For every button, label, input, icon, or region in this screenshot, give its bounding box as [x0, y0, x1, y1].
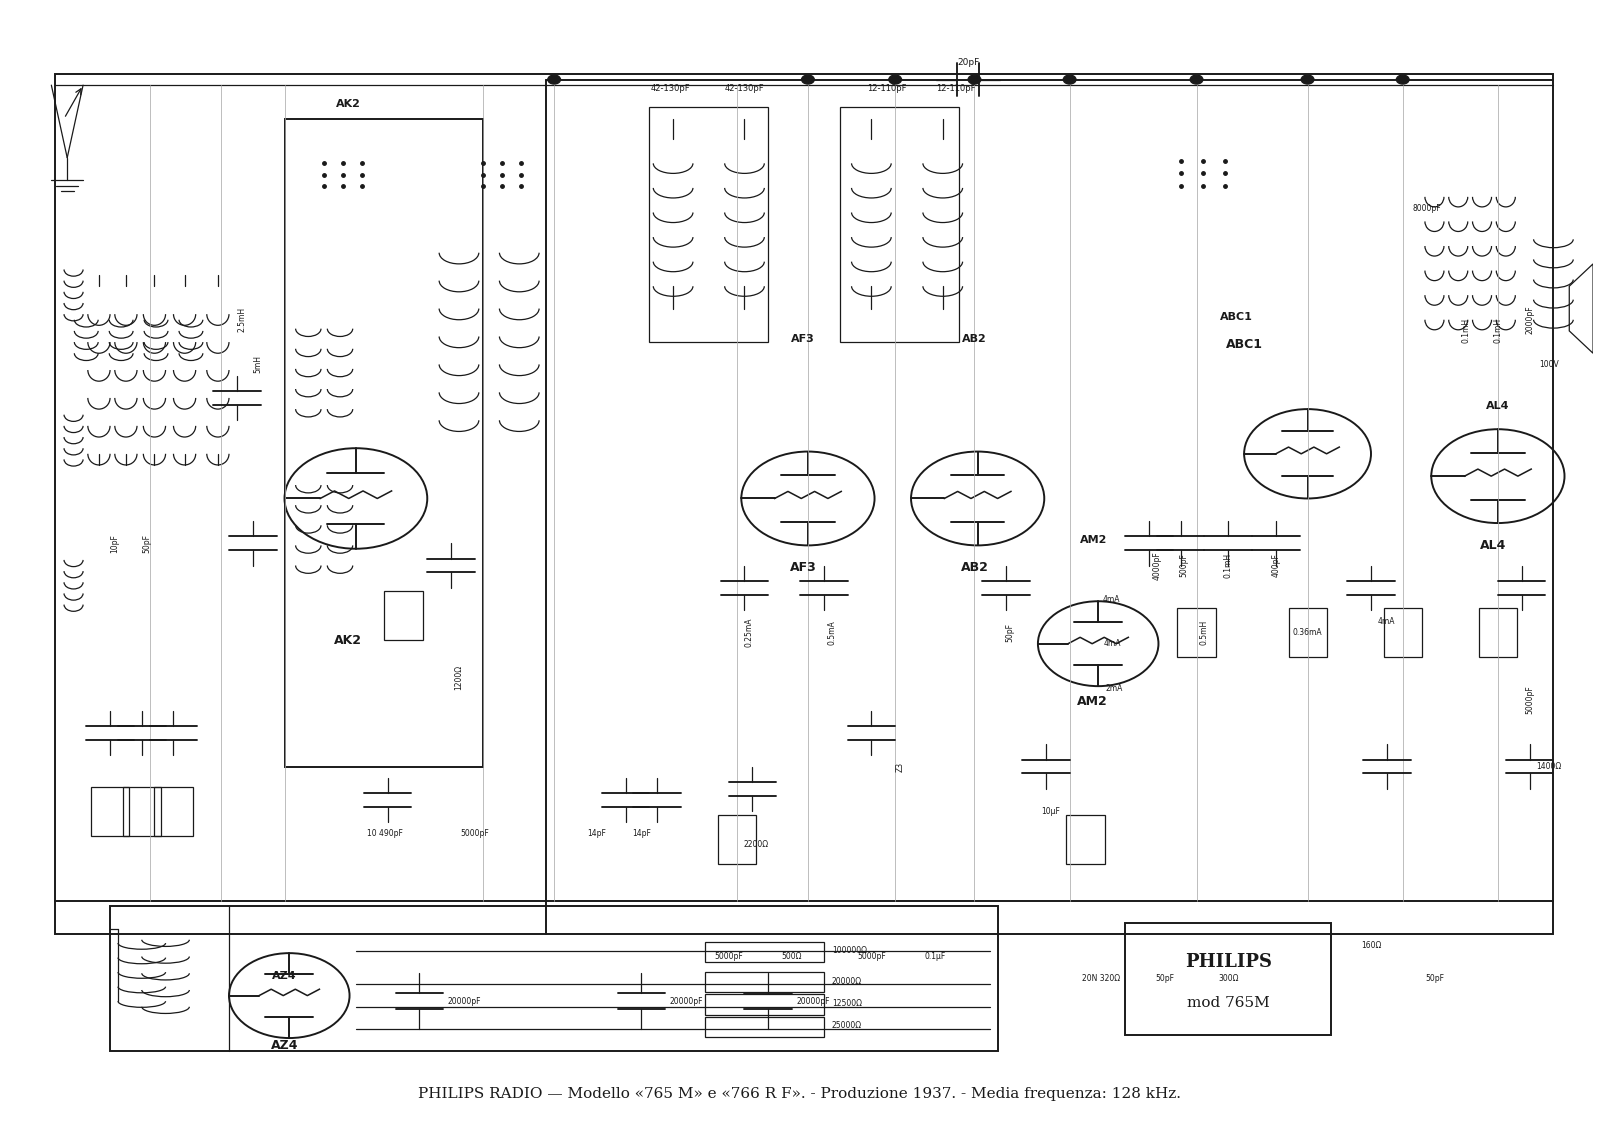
Text: 20000Ω: 20000Ω [832, 976, 862, 985]
Text: 20000pF: 20000pF [670, 996, 704, 1005]
Text: 300Ω: 300Ω [1218, 974, 1238, 983]
Bar [91, 787, 130, 836]
Text: PHILIPS: PHILIPS [1184, 953, 1272, 972]
Text: 5mH: 5mH [253, 355, 262, 373]
Text: 42-130pF: 42-130pF [650, 84, 690, 93]
Text: 20000pF: 20000pF [797, 996, 830, 1005]
Text: 8000pF: 8000pF [1413, 204, 1442, 213]
Text: 2mA: 2mA [1106, 684, 1123, 693]
Text: 0.5mH: 0.5mH [1200, 620, 1210, 645]
Bar [717, 814, 755, 864]
Text: 4mA: 4mA [1104, 639, 1122, 648]
Text: 400pF: 400pF [1272, 553, 1280, 578]
Text: AB2: AB2 [962, 334, 987, 344]
Bar [384, 592, 422, 640]
Text: AM2: AM2 [1080, 535, 1107, 545]
Text: AL4: AL4 [1486, 402, 1510, 411]
Bar [840, 107, 958, 342]
Text: 20pF: 20pF [957, 58, 979, 67]
Bar [123, 787, 160, 836]
Bar [1178, 608, 1216, 657]
Text: 2.5mH: 2.5mH [237, 308, 246, 333]
Circle shape [1397, 75, 1410, 84]
Text: ABC1: ABC1 [1219, 312, 1253, 321]
Text: 10 490pF: 10 490pF [366, 829, 402, 838]
Bar [1288, 608, 1326, 657]
Text: 20N 320Ω: 20N 320Ω [1082, 974, 1120, 983]
Text: 1400Ω: 1400Ω [1536, 762, 1562, 771]
Bar [155, 787, 192, 836]
Bar [1384, 608, 1422, 657]
Text: 12500Ω: 12500Ω [832, 999, 862, 1008]
Text: 0.36mA: 0.36mA [1293, 628, 1322, 637]
Text: 25000Ω: 25000Ω [832, 1021, 862, 1030]
Text: AF3: AF3 [792, 334, 814, 344]
Text: 50pF: 50pF [1155, 974, 1174, 983]
Bar [1125, 923, 1331, 1035]
Bar [110, 906, 998, 1052]
Text: 12-110pF: 12-110pF [936, 84, 974, 93]
Text: 0.1mH: 0.1mH [1493, 318, 1502, 344]
Text: 4mA: 4mA [1378, 616, 1395, 625]
Text: Z3: Z3 [896, 761, 904, 771]
Bar [285, 119, 483, 767]
Text: 42-130pF: 42-130pF [725, 84, 765, 93]
Text: 0.1mH: 0.1mH [1224, 553, 1232, 578]
Text: 500Ω: 500Ω [782, 952, 802, 961]
Bar [706, 1017, 824, 1037]
Bar [1067, 814, 1104, 864]
Bar [650, 107, 768, 342]
Bar [706, 994, 824, 1015]
Text: 5000pF: 5000pF [714, 952, 742, 961]
Text: 20000pF: 20000pF [448, 996, 482, 1005]
Text: AK2: AK2 [334, 633, 362, 647]
Text: 4000pF: 4000pF [1152, 551, 1162, 580]
Text: 50pF: 50pF [1005, 623, 1014, 642]
Text: 4mA: 4mA [1102, 595, 1120, 604]
Circle shape [547, 75, 560, 84]
Text: AZ4: AZ4 [270, 1039, 298, 1052]
Bar [54, 74, 1554, 934]
Text: 14pF: 14pF [587, 829, 606, 838]
Text: 100000Ω: 100000Ω [832, 947, 867, 956]
Text: 160Ω: 160Ω [1362, 941, 1381, 950]
Text: 5000pF: 5000pF [858, 952, 886, 961]
Text: AL4: AL4 [1480, 538, 1506, 552]
Text: 100V: 100V [1539, 360, 1558, 369]
Circle shape [1190, 75, 1203, 84]
Text: 0.5mA: 0.5mA [827, 620, 837, 645]
Text: 0.1μF: 0.1μF [925, 952, 946, 961]
Circle shape [968, 75, 981, 84]
Text: AM2: AM2 [1077, 696, 1107, 708]
Text: 2000pF: 2000pF [1525, 305, 1534, 334]
Text: AF3: AF3 [790, 561, 816, 575]
Text: 500pF: 500pF [1179, 553, 1189, 578]
Circle shape [1064, 75, 1075, 84]
Text: 10μF: 10μF [1042, 806, 1061, 815]
Text: mod 765M: mod 765M [1187, 996, 1270, 1010]
Text: 0.1mH: 0.1mH [1462, 318, 1470, 344]
Text: 0.25mA: 0.25mA [744, 618, 754, 647]
Text: AB2: AB2 [960, 561, 989, 575]
Text: 14pF: 14pF [632, 829, 651, 838]
Text: AK2: AK2 [336, 100, 360, 110]
Text: PHILIPS RADIO — Modello «765 M» e «766 R F». - Produzione 1937. - Media frequenz: PHILIPS RADIO — Modello «765 M» e «766 R… [419, 1087, 1181, 1100]
Text: 5000pF: 5000pF [461, 829, 490, 838]
Circle shape [1301, 75, 1314, 84]
Text: 50pF: 50pF [1426, 974, 1443, 983]
Text: 1200Ω: 1200Ω [454, 665, 464, 690]
Text: AZ4: AZ4 [272, 970, 298, 981]
Bar [706, 942, 824, 962]
Text: 12-110pF: 12-110pF [867, 84, 907, 93]
Bar [1478, 608, 1517, 657]
Bar [706, 973, 824, 992]
Text: 2200Ω: 2200Ω [742, 840, 768, 849]
Text: 5000pF: 5000pF [1525, 685, 1534, 714]
Text: ABC1: ABC1 [1226, 338, 1262, 351]
Circle shape [890, 75, 901, 84]
Text: 10pF: 10pF [110, 534, 120, 553]
Text: 50pF: 50pF [142, 534, 150, 553]
Circle shape [802, 75, 814, 84]
